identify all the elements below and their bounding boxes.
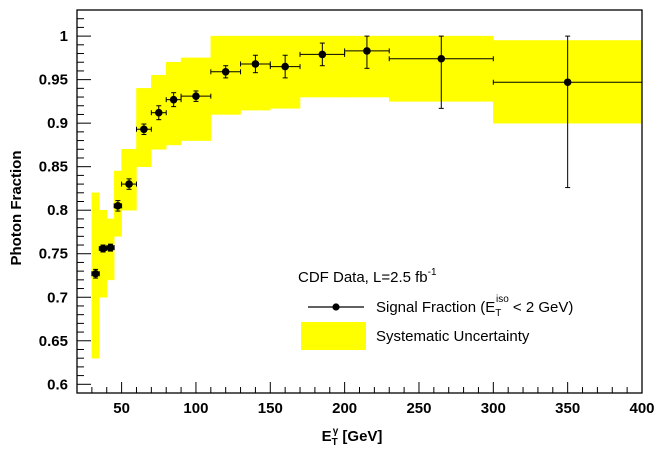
- legend-header: CDF Data, L=2.5 fb-1: [298, 267, 437, 286]
- y-tick-label: 0.7: [47, 289, 68, 306]
- data-marker: [154, 108, 163, 117]
- x-tick-label: 400: [629, 400, 654, 417]
- data-marker: [125, 180, 133, 188]
- data-marker: [114, 202, 122, 210]
- x-tick-label: 250: [406, 400, 431, 417]
- data-marker: [563, 78, 572, 87]
- data-marker: [221, 68, 230, 76]
- legend-band-label: Systematic Uncertainty: [376, 328, 530, 345]
- x-tick-label: 350: [555, 400, 580, 417]
- x-axis-label: ETγ [GeV]: [322, 426, 383, 448]
- legend: CDF Data, L=2.5 fb-1 Signal Fraction (ET…: [298, 267, 573, 350]
- data-point: [165, 92, 182, 108]
- data-marker: [318, 50, 327, 59]
- data-marker: [437, 54, 446, 63]
- tick-layer: 50 100 150 200 250 300 350 400 0.6 0.65 0.7 0.75 0.8…: [39, 9, 655, 417]
- y-axis-label: Photon Fraction: [8, 151, 25, 266]
- y-tick-label: 1: [60, 28, 68, 45]
- data-point: [210, 65, 242, 79]
- legend-signal-marker: [332, 303, 340, 311]
- x-tick-label: 100: [183, 400, 208, 417]
- data-marker: [140, 125, 148, 134]
- data-marker: [99, 244, 107, 253]
- data-point: [135, 123, 152, 135]
- x-tick-label: 50: [113, 400, 130, 417]
- data-point: [180, 90, 212, 102]
- x-tick-label: 200: [332, 400, 357, 417]
- x-tick-label: 150: [258, 400, 283, 417]
- x-tick-label: 300: [481, 400, 506, 417]
- data-point: [91, 268, 100, 279]
- data-marker: [192, 92, 200, 100]
- data-point: [121, 178, 137, 190]
- band-bin: [99, 209, 107, 298]
- y-tick-label: 0.65: [39, 333, 68, 350]
- data-point: [492, 35, 643, 189]
- data-point: [240, 54, 271, 74]
- y-tick-label: 0.75: [39, 246, 68, 263]
- data-marker: [363, 47, 371, 55]
- data-marker: [169, 95, 178, 104]
- data-marker: [281, 62, 289, 71]
- data-point: [113, 200, 123, 212]
- y-tick-label: 0.85: [39, 159, 68, 176]
- data-point-layer: [91, 35, 643, 279]
- data-point: [388, 35, 494, 109]
- y-tick-label: 0.95: [39, 72, 68, 89]
- data-marker: [106, 243, 115, 252]
- legend-band-swatch: [301, 322, 366, 350]
- data-point: [344, 35, 390, 69]
- data-point: [98, 244, 108, 253]
- y-tick-label: 0.6: [47, 376, 68, 393]
- data-marker: [91, 269, 100, 278]
- y-tick-label: 0.9: [47, 115, 68, 132]
- data-point: [299, 42, 346, 67]
- legend-signal-label: Signal Fraction (ETiso < 2 GeV): [376, 294, 573, 319]
- data-point: [150, 105, 167, 121]
- data-marker: [251, 60, 260, 68]
- y-tick-label: 0.8: [47, 202, 68, 219]
- data-point: [269, 54, 301, 79]
- data-point: [106, 243, 115, 252]
